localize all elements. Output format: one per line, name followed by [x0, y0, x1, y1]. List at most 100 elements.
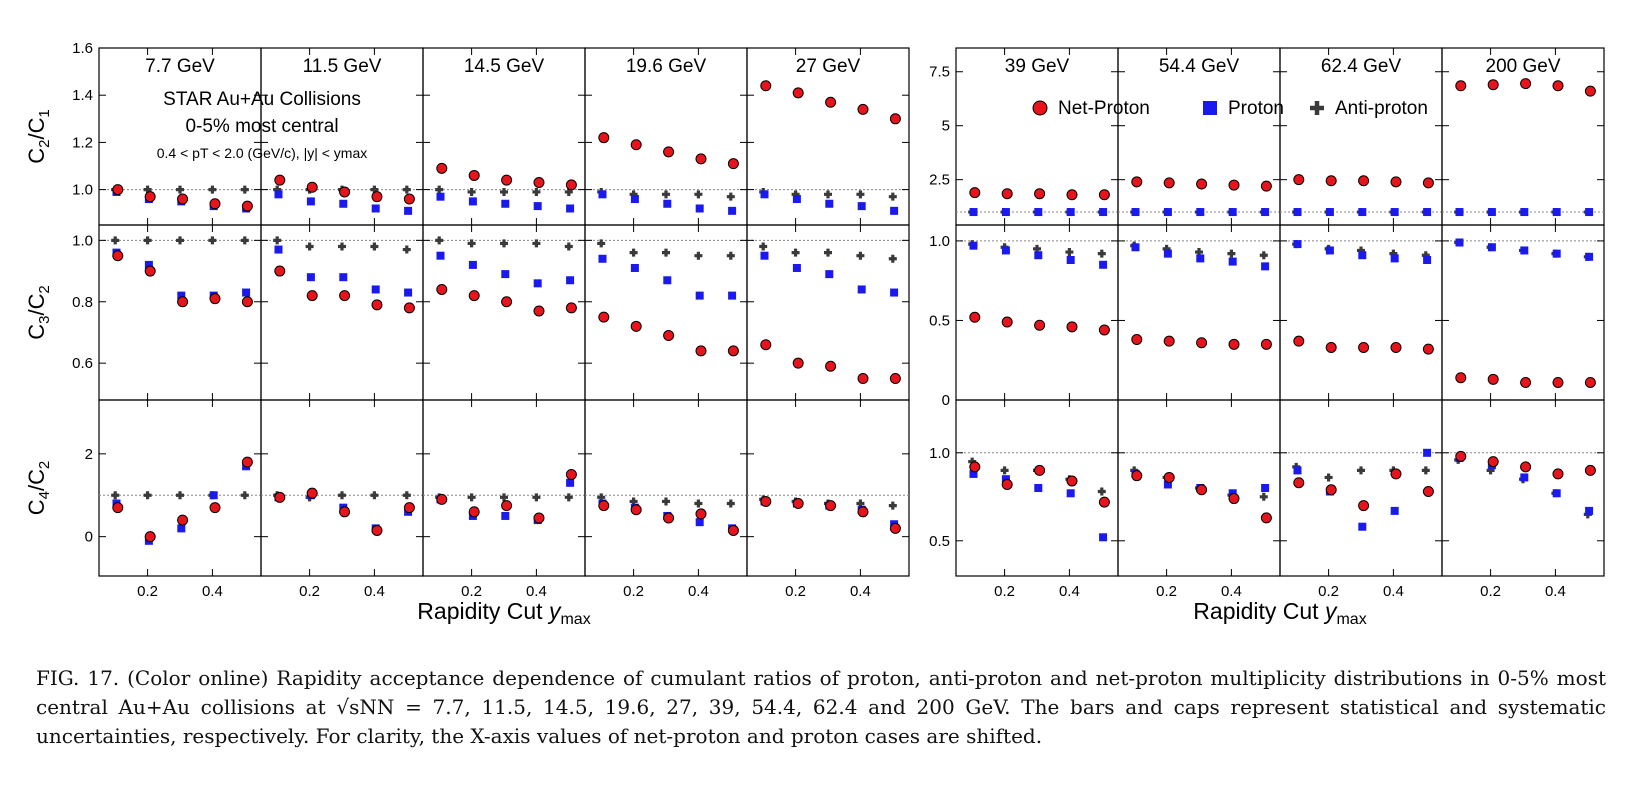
- proton-point: [566, 276, 575, 285]
- anti-proton-point: [824, 190, 832, 199]
- anti-proton-point: [532, 239, 541, 248]
- proton-point: [1358, 208, 1367, 217]
- proton-point: [1520, 473, 1529, 482]
- proton-point: [1293, 466, 1302, 475]
- panel-frame: [260, 399, 424, 577]
- net-proton-point: [1001, 188, 1013, 200]
- net-proton-point: [533, 512, 545, 524]
- net-proton-point: [889, 113, 901, 125]
- x-tick-label: 0.2: [461, 583, 482, 600]
- panel-c4-c2-3: 0.2 0.4: [584, 399, 748, 600]
- net-proton-point: [695, 345, 707, 357]
- net-proton-point: [1520, 377, 1532, 388]
- anti-proton-point: [597, 239, 606, 248]
- net-proton-point: [274, 491, 286, 503]
- proton-point: [468, 197, 477, 206]
- y-axis-label-c2-c1: C2/C1: [24, 109, 53, 164]
- proton-point: [1261, 208, 1270, 217]
- net-proton-point: [630, 320, 642, 332]
- proton-point: [792, 195, 801, 204]
- anti-proton-point: [662, 190, 670, 199]
- proton-point: [404, 288, 413, 297]
- y-tick-label: 0.5: [929, 312, 950, 329]
- anti-proton-point: [662, 248, 670, 257]
- net-proton-point: [760, 339, 772, 351]
- y-tick-label: 0: [942, 392, 950, 409]
- net-proton-point: [1293, 477, 1305, 489]
- x-tick-label: 0.4: [526, 583, 547, 600]
- net-proton-point: [969, 311, 981, 323]
- net-proton-point: [969, 461, 981, 473]
- net-proton-point: [1358, 342, 1370, 353]
- anti-proton-point: [856, 190, 865, 199]
- legend-proton-marker: [1203, 101, 1217, 115]
- legend: Net-Proton Proton Anti-proton: [1032, 98, 1428, 119]
- y-tick-label: 2: [85, 446, 93, 463]
- proton-point: [695, 291, 704, 300]
- anti-proton-point: [1259, 251, 1268, 260]
- net-proton-point: [1455, 80, 1467, 92]
- x-tick-label: 0.4: [1221, 583, 1242, 600]
- proton-point: [1552, 249, 1561, 258]
- proton-point: [436, 251, 445, 260]
- proton-point: [695, 518, 704, 527]
- net-proton-point: [969, 187, 981, 199]
- proton-point: [1423, 208, 1432, 217]
- proton-point: [274, 190, 283, 199]
- panel-c2-c1-1: 11.5 GeV: [260, 47, 424, 226]
- proton-point: [1131, 208, 1140, 217]
- net-proton-point: [274, 265, 286, 277]
- net-proton-point: [177, 514, 189, 526]
- anti-proton-point: [1097, 249, 1106, 258]
- proton-point: [1261, 262, 1270, 271]
- legend-proton-label: Proton: [1228, 98, 1284, 119]
- anti-proton-point: [564, 493, 573, 502]
- anti-proton-point: [726, 251, 735, 260]
- net-proton-point: [1034, 319, 1046, 331]
- anti-proton-point: [370, 242, 379, 251]
- net-proton-point: [1293, 174, 1305, 186]
- proton-point: [1066, 208, 1075, 217]
- x-tick-label: 0.2: [623, 583, 644, 600]
- proton-point: [1001, 246, 1010, 255]
- proton-point: [1552, 489, 1561, 498]
- net-proton-point: [857, 103, 869, 115]
- net-proton-point: [663, 146, 675, 158]
- proton-point: [306, 273, 315, 282]
- net-proton-point: [501, 296, 513, 308]
- anti-proton-point: [726, 192, 735, 201]
- panel-c3-c2-5: 0 0.5 1.0: [929, 224, 1119, 409]
- anti-proton-point: [305, 242, 314, 251]
- anti-proton-point: [338, 491, 346, 500]
- proton-point: [1034, 251, 1043, 260]
- net-proton-point: [1584, 464, 1596, 476]
- anti-proton-point: [856, 251, 865, 260]
- proton-point: [1520, 208, 1529, 217]
- x-tick-label: 0.4: [850, 583, 871, 600]
- anti-proton-point: [726, 499, 735, 508]
- net-proton-point: [209, 293, 221, 305]
- net-proton-point: [1584, 377, 1596, 388]
- net-proton-point: [1487, 456, 1499, 468]
- proton-point: [1520, 246, 1529, 255]
- proton-point: [1066, 256, 1075, 264]
- net-proton-point: [1422, 343, 1434, 355]
- proton-point: [1325, 208, 1334, 217]
- x-tick-label: 0.4: [1059, 583, 1080, 600]
- net-proton-point: [889, 373, 901, 385]
- anti-proton-point: [500, 239, 508, 248]
- anti-proton-point: [143, 236, 152, 245]
- net-proton-point: [1034, 188, 1046, 200]
- net-proton-point: [468, 290, 480, 302]
- anti-proton-point: [435, 185, 444, 194]
- net-proton-point: [241, 296, 253, 308]
- net-proton-point: [1487, 79, 1499, 91]
- y-tick-label: 1.0: [72, 182, 93, 199]
- net-proton-point: [371, 524, 383, 536]
- energy-label: 39 GeV: [1005, 56, 1070, 77]
- energy-label: 11.5 GeV: [303, 56, 382, 77]
- net-proton-point: [436, 493, 448, 505]
- net-proton-point: [1325, 175, 1337, 187]
- net-proton-point: [1422, 486, 1434, 498]
- net-proton-point: [241, 200, 253, 212]
